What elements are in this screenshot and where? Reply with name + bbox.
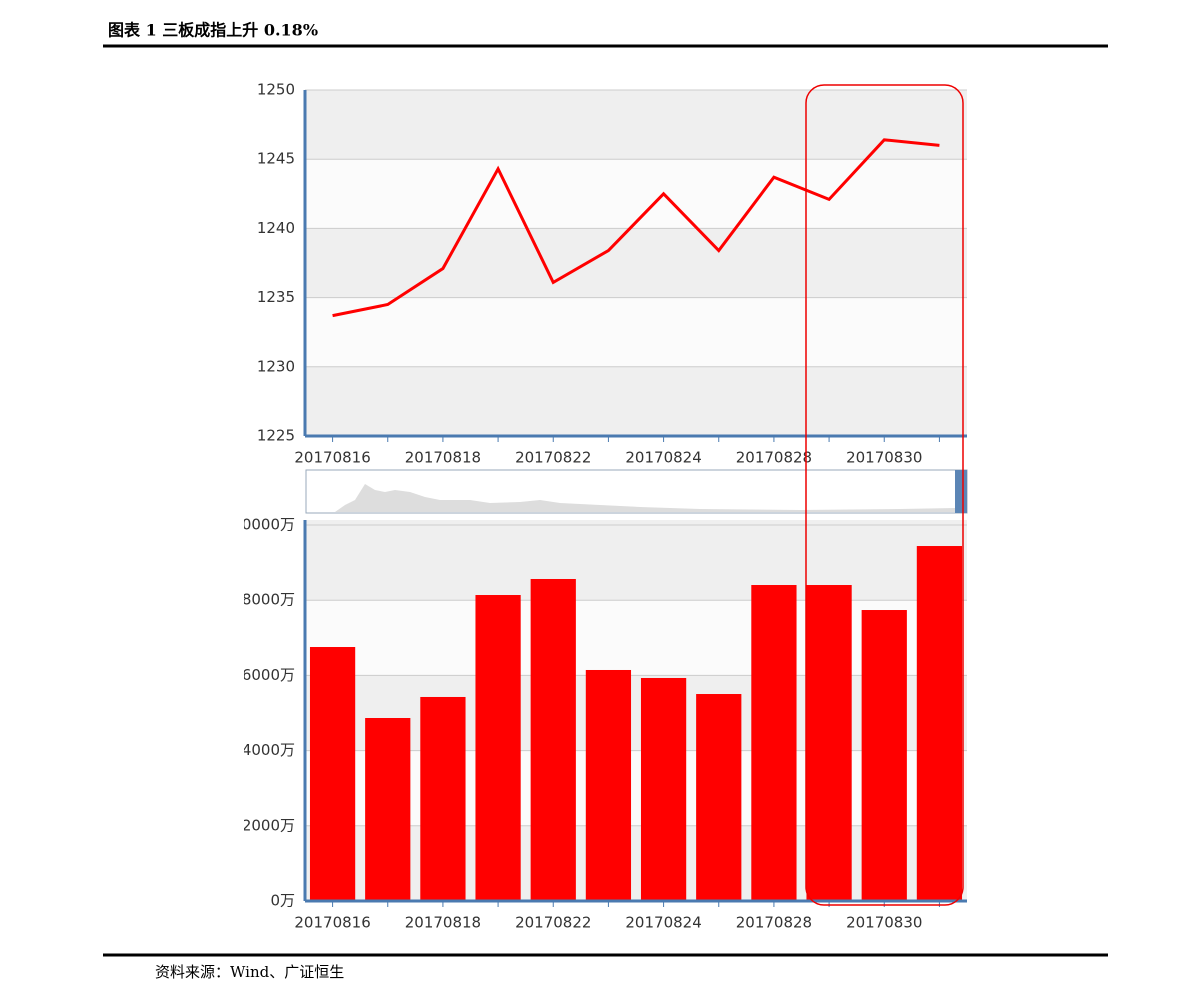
x-tick-label: 20170830	[846, 914, 922, 932]
plot-band	[305, 366, 967, 436]
y-tick-label: 0万	[270, 892, 295, 910]
plot-band	[305, 520, 967, 601]
x-tick-label: 20170822	[515, 914, 591, 932]
bar	[365, 718, 411, 901]
x-tick-label: 20170818	[405, 449, 481, 467]
bar	[640, 677, 687, 901]
navigator	[305, 469, 968, 514]
y-tick-label: 1230	[257, 357, 295, 375]
x-tick-label: 20170824	[625, 449, 701, 467]
bar	[420, 696, 466, 901]
figure-title: 图表 1 三板成指上升 0.18%	[108, 21, 318, 40]
bar	[585, 669, 632, 901]
bar	[530, 578, 576, 901]
bar	[475, 595, 521, 901]
bar	[751, 585, 797, 901]
source-note: 资料来源：Wind、广证恒生	[155, 963, 344, 981]
chart: 0万 2000万 4000万 6000万 8000万 10000万 20170816 2017…	[232, 516, 967, 932]
highlight-box	[805, 84, 964, 906]
x-tick-label: 20170822	[515, 449, 591, 467]
x-tick-label: 20170816	[294, 914, 370, 932]
navigator-handle[interactable]	[955, 470, 967, 513]
x-tick-label: 20170828	[736, 449, 812, 467]
plot-band	[305, 228, 967, 298]
bar	[309, 647, 356, 901]
x-tick-label: 20170824	[625, 914, 701, 932]
navigator-area	[306, 484, 955, 512]
y-tick-label: 1225	[257, 427, 295, 445]
x-tick-label: 20170818	[405, 914, 481, 932]
plot-band	[305, 675, 967, 751]
y-tick-label: 1240	[257, 219, 295, 237]
y-tick-label: 4000万	[242, 741, 295, 759]
y-tick-labels: 0万 2000万 4000万 6000万 8000万 10000万	[232, 516, 295, 910]
chart: 1225 1230 1235 1240 1245 1250 20170816 20170818…	[257, 81, 967, 467]
y-tick-labels: 1225 1230 1235 1240 1245 1250	[257, 81, 295, 445]
y-tick-label: 1245	[257, 150, 295, 168]
bar	[696, 694, 742, 901]
y-tick-label: 8000万	[242, 591, 295, 609]
x-tick-label: 20170830	[846, 449, 922, 467]
plot-band	[305, 825, 967, 901]
y-tick-label: 1250	[257, 81, 295, 99]
bar	[861, 610, 907, 901]
bar	[916, 546, 963, 901]
bar	[806, 585, 852, 901]
x-tick-label: 20170828	[736, 914, 812, 932]
y-tick-label: 6000万	[242, 666, 295, 684]
y-tick-label: 10000万	[232, 516, 295, 534]
line	[332, 138, 940, 318]
x-tick-label: 20170816	[294, 449, 370, 467]
y-tick-label: 1235	[257, 288, 295, 306]
y-tick-label: 2000万	[242, 816, 295, 834]
plot-band	[305, 90, 967, 160]
